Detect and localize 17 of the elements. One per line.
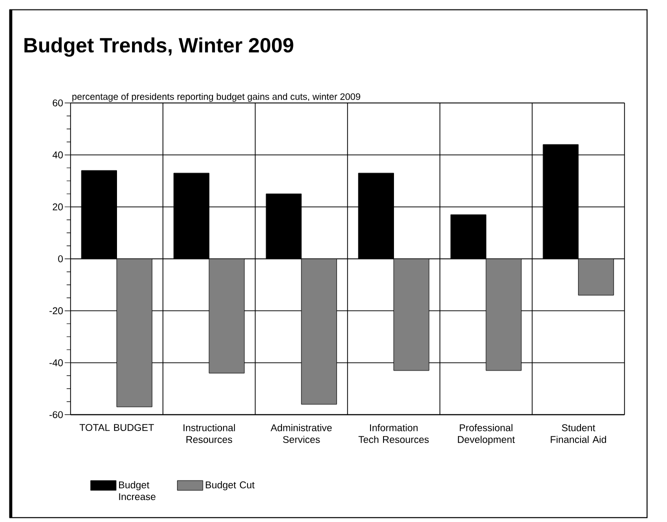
y-tick-label: -40 — [49, 359, 63, 366]
x-tick-label: Professional Development — [458, 424, 515, 446]
x-tick-label: Administrative Services — [270, 424, 332, 444]
y-tick-label: -60 — [49, 411, 63, 418]
chart-subtitle: percentage of presidents reporting budget gains and cuts, winter 2009 — [72, 93, 360, 102]
x-tick-label: Information Tech Resources — [358, 424, 429, 444]
y-tick-label: 60 — [52, 100, 63, 107]
y-tick-label: 20 — [52, 204, 63, 211]
y-tick-label: 0 — [58, 256, 63, 263]
y-tick-label: -20 — [49, 308, 63, 314]
x-tick-label: TOTAL BUDGET — [80, 424, 154, 432]
x-tick-label: Student Financial Aid — [550, 424, 606, 444]
x-tick-label: Instructional Resources — [184, 424, 235, 444]
legend-label: Budget Increase — [119, 481, 156, 500]
legend-label: Budget Cut — [206, 481, 255, 491]
y-tick-label: 40 — [52, 152, 63, 159]
chart-title: Budget Trends, Winter 2009 — [24, 38, 294, 57]
